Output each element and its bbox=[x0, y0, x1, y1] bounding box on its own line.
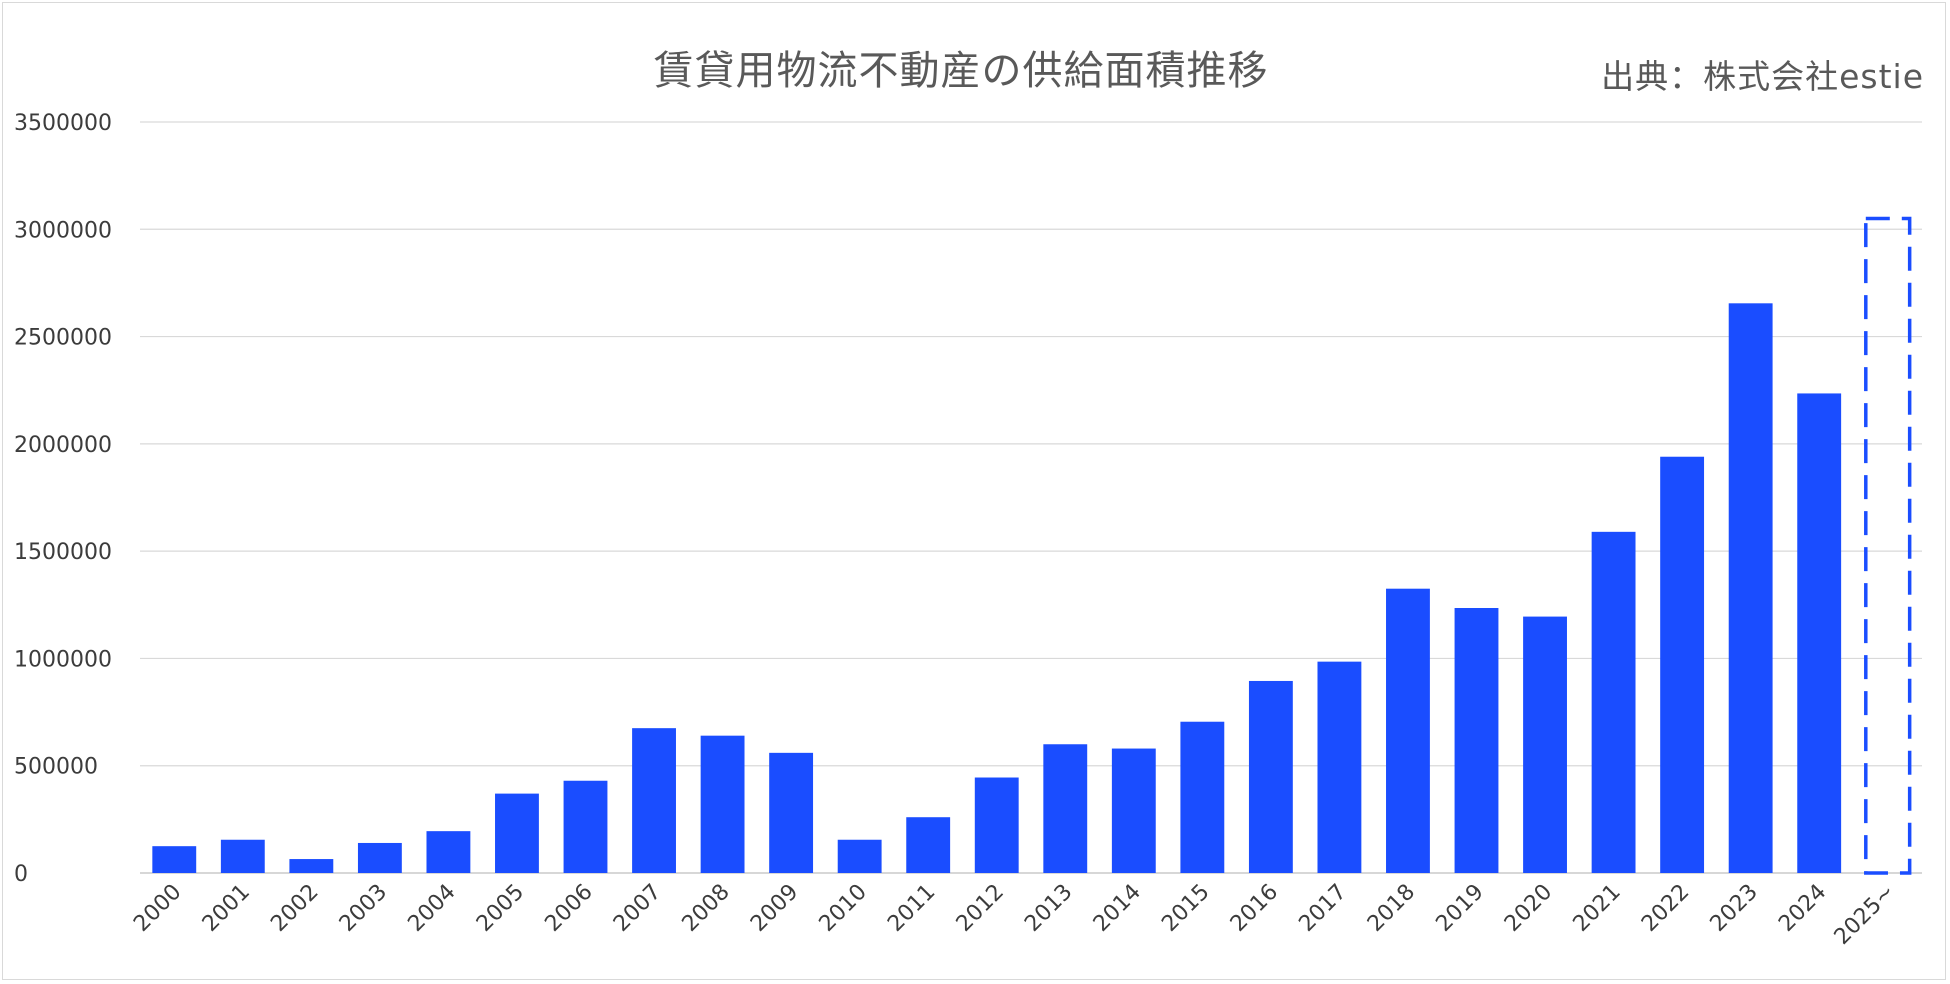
x-tick-label: 2011 bbox=[883, 880, 940, 937]
bar-2015 bbox=[1180, 721, 1225, 873]
x-tick-label: 2005 bbox=[472, 880, 529, 937]
chart-source: 出典：株式会社estie bbox=[1601, 57, 1924, 96]
bar-2023 bbox=[1728, 303, 1773, 873]
bar-2012 bbox=[974, 777, 1019, 873]
bar-2017 bbox=[1317, 661, 1362, 873]
x-tick-label: 2019 bbox=[1431, 880, 1488, 937]
x-tick-label: 2004 bbox=[403, 880, 460, 937]
x-tick-label: 2017 bbox=[1294, 880, 1351, 937]
bar-2004 bbox=[426, 831, 471, 873]
bar-2025~ bbox=[1864, 216, 1912, 875]
bar-2011 bbox=[906, 817, 951, 873]
bar-2009 bbox=[769, 752, 814, 873]
bar-2008 bbox=[700, 735, 745, 873]
x-tick-label: 2012 bbox=[952, 880, 1009, 937]
y-tick-label: 3500000 bbox=[14, 111, 112, 136]
bars bbox=[152, 216, 1912, 875]
x-tick-label: 2013 bbox=[1020, 880, 1077, 937]
x-tick-label: 2001 bbox=[198, 880, 255, 937]
bar-2006 bbox=[563, 780, 608, 873]
x-tick-label: 2018 bbox=[1363, 880, 1420, 937]
y-tick-label: 1000000 bbox=[14, 647, 112, 672]
bar-2013 bbox=[1043, 744, 1088, 873]
bar-2010 bbox=[837, 839, 882, 873]
y-tick-label: 0 bbox=[14, 862, 28, 887]
bar-2019 bbox=[1454, 608, 1499, 873]
y-tick-label: 500000 bbox=[14, 755, 98, 780]
bar-2002 bbox=[289, 859, 334, 873]
y-tick-label: 2500000 bbox=[14, 326, 112, 351]
chart-title-wrap: 賃貸用物流不動産の供給面積推移 bbox=[0, 38, 1950, 96]
x-tick-label: 2002 bbox=[266, 880, 323, 937]
bar-2020 bbox=[1523, 616, 1567, 873]
x-tick-label: 2020 bbox=[1500, 880, 1557, 937]
x-tick-label: 2023 bbox=[1706, 880, 1763, 937]
bar-2007 bbox=[632, 728, 676, 873]
x-tick-label: 2003 bbox=[335, 880, 392, 937]
x-tick-label: 2008 bbox=[678, 880, 735, 937]
x-tick-label: 2006 bbox=[540, 880, 597, 937]
y-axis-ticks: 0 500000 1000000 1500000 2000000 2500000 30000… bbox=[14, 111, 112, 887]
x-axis-ticks: 2000 2001 2002 2003 2004 2005 2006 2007 2008 2009… bbox=[129, 880, 1900, 950]
bar-2022 bbox=[1660, 456, 1705, 873]
x-tick-label: 2015 bbox=[1157, 880, 1214, 937]
chart-title: 賃貸用物流不動産の供給面積推移 bbox=[653, 48, 1269, 94]
x-tick-label: 2010 bbox=[815, 880, 872, 937]
bar-2021 bbox=[1591, 531, 1636, 873]
x-tick-label: 2016 bbox=[1226, 880, 1283, 937]
y-tick-label: 1500000 bbox=[14, 540, 112, 565]
bar-2005 bbox=[495, 793, 539, 873]
x-tick-label: 2014 bbox=[1089, 880, 1146, 937]
x-tick-label: 2021 bbox=[1569, 880, 1626, 937]
bar-2016 bbox=[1248, 680, 1293, 873]
bar-2001 bbox=[220, 839, 265, 873]
bar-2003 bbox=[357, 842, 402, 873]
bar-2018 bbox=[1386, 588, 1430, 873]
x-tick-label: 2000 bbox=[129, 880, 186, 937]
y-tick-label: 3000000 bbox=[14, 218, 112, 243]
bar-2000 bbox=[152, 846, 197, 873]
x-tick-label: 2009 bbox=[746, 880, 803, 937]
bar-2014 bbox=[1111, 748, 1156, 873]
x-tick-label: 2007 bbox=[609, 880, 666, 937]
bar-2024 bbox=[1797, 393, 1842, 873]
grid-lines bbox=[140, 121, 1922, 874]
x-tick-label: 2024 bbox=[1774, 880, 1831, 937]
y-tick-label: 2000000 bbox=[14, 433, 112, 458]
x-tick-label: 2022 bbox=[1637, 880, 1694, 937]
x-tick-label: 2025~ bbox=[1830, 880, 1900, 950]
